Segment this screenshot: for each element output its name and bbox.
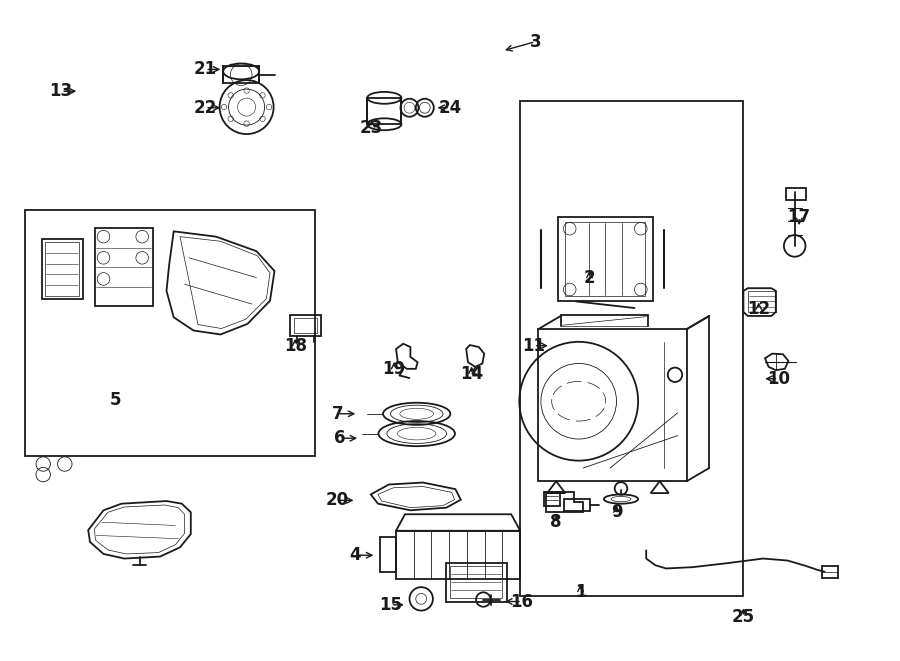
Text: 25: 25 bbox=[732, 607, 755, 626]
Text: 24: 24 bbox=[438, 98, 462, 117]
Bar bbox=[42, 239, 83, 299]
Text: 14: 14 bbox=[460, 365, 483, 383]
Bar bbox=[290, 315, 321, 336]
Bar bbox=[294, 318, 317, 333]
Text: 16: 16 bbox=[510, 592, 534, 611]
Bar bbox=[748, 291, 776, 312]
Text: 3: 3 bbox=[530, 32, 541, 51]
Bar bbox=[367, 98, 401, 124]
Bar bbox=[25, 210, 315, 456]
Bar bbox=[538, 329, 687, 481]
Text: 13: 13 bbox=[50, 82, 73, 100]
Text: 5: 5 bbox=[110, 391, 121, 409]
Text: 18: 18 bbox=[284, 336, 307, 355]
Bar bbox=[94, 228, 153, 306]
Text: 23: 23 bbox=[360, 118, 383, 137]
Text: 6: 6 bbox=[335, 429, 346, 447]
Bar bbox=[565, 222, 645, 296]
Text: 20: 20 bbox=[326, 491, 349, 510]
Text: 17: 17 bbox=[788, 208, 811, 226]
Bar bbox=[45, 242, 79, 296]
Bar bbox=[786, 188, 806, 200]
Bar bbox=[396, 531, 520, 579]
Bar bbox=[558, 217, 652, 301]
Text: 1: 1 bbox=[575, 582, 586, 601]
Bar bbox=[564, 499, 590, 511]
Text: 10: 10 bbox=[767, 369, 790, 388]
Bar bbox=[822, 566, 838, 578]
Bar bbox=[450, 566, 502, 598]
Text: 11: 11 bbox=[522, 336, 545, 355]
Text: 2: 2 bbox=[584, 268, 595, 287]
Bar bbox=[223, 66, 259, 83]
Text: 9: 9 bbox=[611, 503, 622, 522]
Text: 7: 7 bbox=[332, 405, 343, 423]
Bar bbox=[544, 492, 560, 506]
Text: 8: 8 bbox=[551, 513, 562, 531]
Text: 15: 15 bbox=[379, 596, 402, 614]
Text: 12: 12 bbox=[747, 300, 770, 319]
Bar bbox=[520, 101, 743, 596]
Bar bbox=[446, 563, 507, 602]
Text: 22: 22 bbox=[194, 98, 217, 117]
Text: 19: 19 bbox=[382, 360, 406, 378]
Text: 4: 4 bbox=[350, 546, 361, 564]
Text: 21: 21 bbox=[194, 60, 217, 79]
